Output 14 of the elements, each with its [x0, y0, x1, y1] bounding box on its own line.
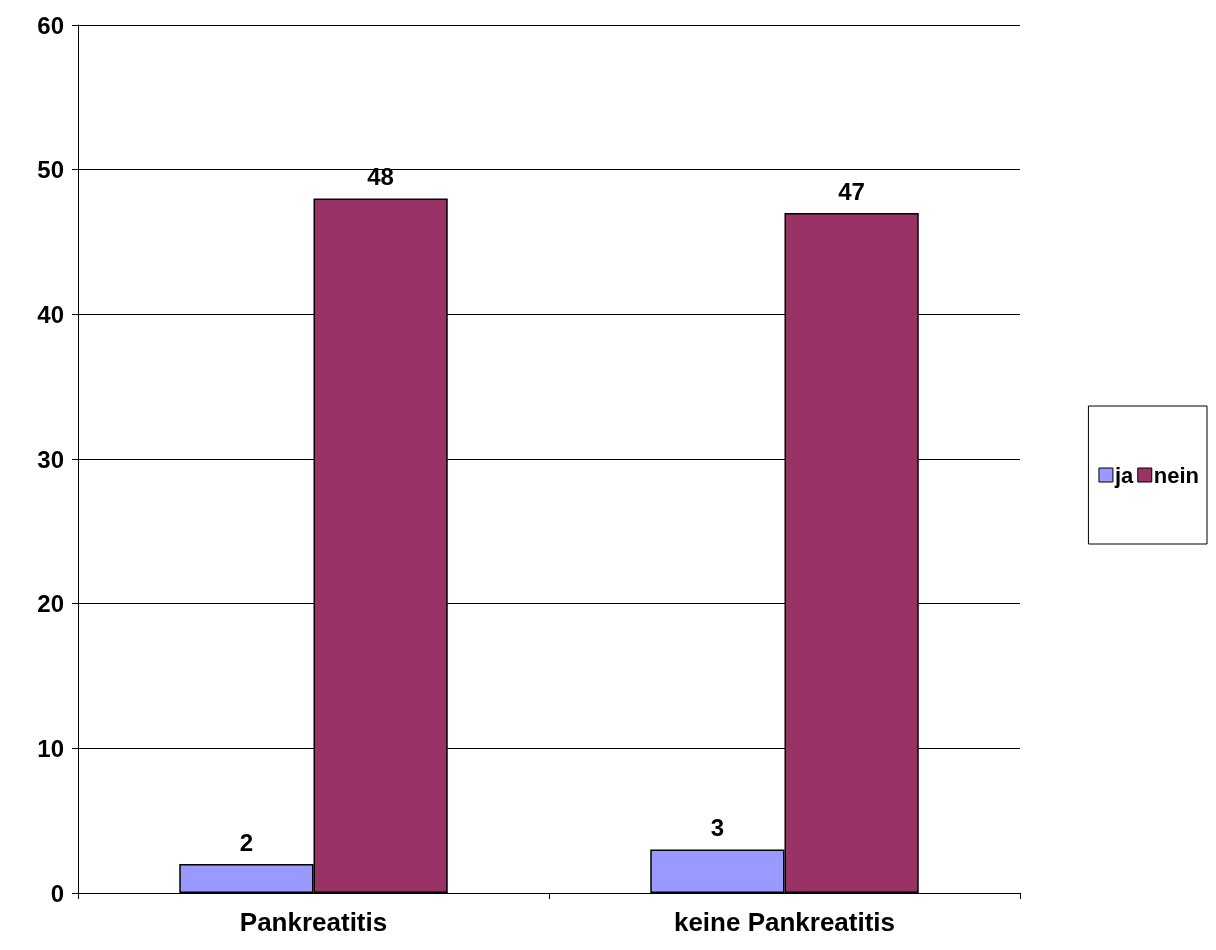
legend-label: ja — [1113, 462, 1135, 488]
y-tick-label: 30 — [37, 445, 64, 473]
data-label: 2 — [239, 828, 254, 856]
x-tick-label: keine Pankreatitis — [673, 907, 896, 937]
x-tick-label: Pankreatitis — [239, 907, 388, 937]
data-label: 3 — [710, 814, 725, 842]
legend-label: nein — [1153, 462, 1200, 488]
data-label: 47 — [838, 177, 865, 205]
y-tick-label: 40 — [37, 300, 64, 328]
y-tick-label: 60 — [37, 11, 64, 39]
y-tick-label: 0 — [50, 879, 64, 907]
y-tick-label: 50 — [37, 156, 64, 184]
y-tick-label: 20 — [37, 590, 64, 618]
y-tick-label: 10 — [37, 734, 64, 762]
